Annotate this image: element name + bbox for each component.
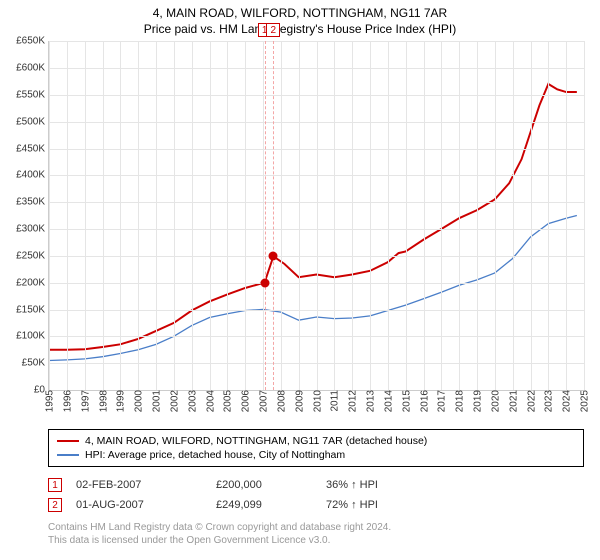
sale-marker-2: 2 xyxy=(266,23,280,37)
event-diff: 72% ↑ HPI xyxy=(326,499,446,511)
y-tick-label: £250K xyxy=(16,250,49,261)
x-tick-label: 2008 xyxy=(274,390,287,412)
event-price: £249,099 xyxy=(216,499,326,511)
y-tick-label: £150K xyxy=(16,304,49,315)
x-tick-label: 2021 xyxy=(506,390,519,412)
event-date: 01-AUG-2007 xyxy=(76,499,216,511)
y-tick-label: £300K xyxy=(16,224,49,235)
y-tick-label: £400K xyxy=(16,170,49,181)
legend-row-red: 4, MAIN ROAD, WILFORD, NOTTINGHAM, NG11 … xyxy=(57,434,575,448)
title-subtitle: Price paid vs. HM Land Registry's House … xyxy=(10,22,590,38)
x-tick-label: 2023 xyxy=(542,390,555,412)
event-marker: 1 xyxy=(48,478,62,492)
x-tick-label: 2012 xyxy=(346,390,359,412)
x-tick-label: 2009 xyxy=(292,390,305,412)
x-tick-label: 2025 xyxy=(578,390,591,412)
x-tick-label: 2001 xyxy=(150,390,163,412)
x-tick-label: 2006 xyxy=(239,390,252,412)
plot-area: £0£50K£100K£150K£200K£250K£300K£350K£400… xyxy=(48,41,584,391)
x-tick-label: 2011 xyxy=(328,390,341,412)
x-tick-label: 1997 xyxy=(78,390,91,412)
x-tick-label: 2003 xyxy=(185,390,198,412)
x-tick-label: 2010 xyxy=(310,390,323,412)
x-tick-label: 2022 xyxy=(524,390,537,412)
x-tick-label: 2020 xyxy=(488,390,501,412)
legend-label-red: 4, MAIN ROAD, WILFORD, NOTTINGHAM, NG11 … xyxy=(85,435,427,447)
y-tick-label: £600K xyxy=(16,63,49,74)
x-tick-label: 2013 xyxy=(364,390,377,412)
y-tick-label: £100K xyxy=(16,331,49,342)
footer-line1: Contains HM Land Registry data © Crown c… xyxy=(48,521,584,534)
x-tick-label: 2002 xyxy=(167,390,180,412)
x-tick-label: 1995 xyxy=(43,390,56,412)
sale-point-1 xyxy=(260,278,269,287)
y-tick-label: £650K xyxy=(16,36,49,47)
event-marker: 2 xyxy=(48,498,62,512)
x-tick-label: 2015 xyxy=(399,390,412,412)
chart-title: 4, MAIN ROAD, WILFORD, NOTTINGHAM, NG11 … xyxy=(10,6,590,37)
x-tick-label: 1998 xyxy=(96,390,109,412)
y-tick-label: £450K xyxy=(16,143,49,154)
legend-swatch-red xyxy=(57,440,79,442)
sale-events: 1 02-FEB-2007£200,00036% ↑ HPI 2 01-AUG-200… xyxy=(48,475,584,515)
event-date: 02-FEB-2007 xyxy=(76,479,216,491)
footer-line2: This data is licensed under the Open Gov… xyxy=(48,534,584,547)
x-tick-label: 2005 xyxy=(221,390,234,412)
x-tick-label: 1996 xyxy=(60,390,73,412)
sale-point-2 xyxy=(269,252,278,261)
footer: Contains HM Land Registry data © Crown c… xyxy=(48,521,584,547)
event-row: 1 02-FEB-2007£200,00036% ↑ HPI xyxy=(48,475,584,495)
title-address: 4, MAIN ROAD, WILFORD, NOTTINGHAM, NG11 … xyxy=(10,6,590,22)
x-tick-label: 2016 xyxy=(417,390,430,412)
x-tick-label: 2019 xyxy=(471,390,484,412)
y-tick-label: £50K xyxy=(22,358,49,369)
x-tick-label: 2014 xyxy=(381,390,394,412)
legend-row-blue: HPI: Average price, detached house, City… xyxy=(57,448,575,462)
legend-label-blue: HPI: Average price, detached house, City… xyxy=(85,449,345,461)
x-tick-label: 2017 xyxy=(435,390,448,412)
x-tick-label: 2004 xyxy=(203,390,216,412)
y-tick-label: £350K xyxy=(16,197,49,208)
x-tick-label: 2007 xyxy=(257,390,270,412)
y-tick-label: £200K xyxy=(16,277,49,288)
legend: 4, MAIN ROAD, WILFORD, NOTTINGHAM, NG11 … xyxy=(48,429,584,467)
plot-inner: £0£50K£100K£150K£200K£250K£300K£350K£400… xyxy=(48,41,584,391)
x-tick-label: 1999 xyxy=(114,390,127,412)
legend-swatch-blue xyxy=(57,454,79,456)
x-tick-label: 2024 xyxy=(560,390,573,412)
y-tick-label: £550K xyxy=(16,89,49,100)
event-diff: 36% ↑ HPI xyxy=(326,479,446,491)
x-tick-label: 2018 xyxy=(453,390,466,412)
x-tick-label: 2000 xyxy=(132,390,145,412)
event-price: £200,000 xyxy=(216,479,326,491)
y-tick-label: £500K xyxy=(16,116,49,127)
price-chart: 4, MAIN ROAD, WILFORD, NOTTINGHAM, NG11 … xyxy=(0,0,600,560)
event-row: 2 01-AUG-2007£249,09972% ↑ HPI xyxy=(48,495,584,515)
series-blue xyxy=(49,216,577,361)
